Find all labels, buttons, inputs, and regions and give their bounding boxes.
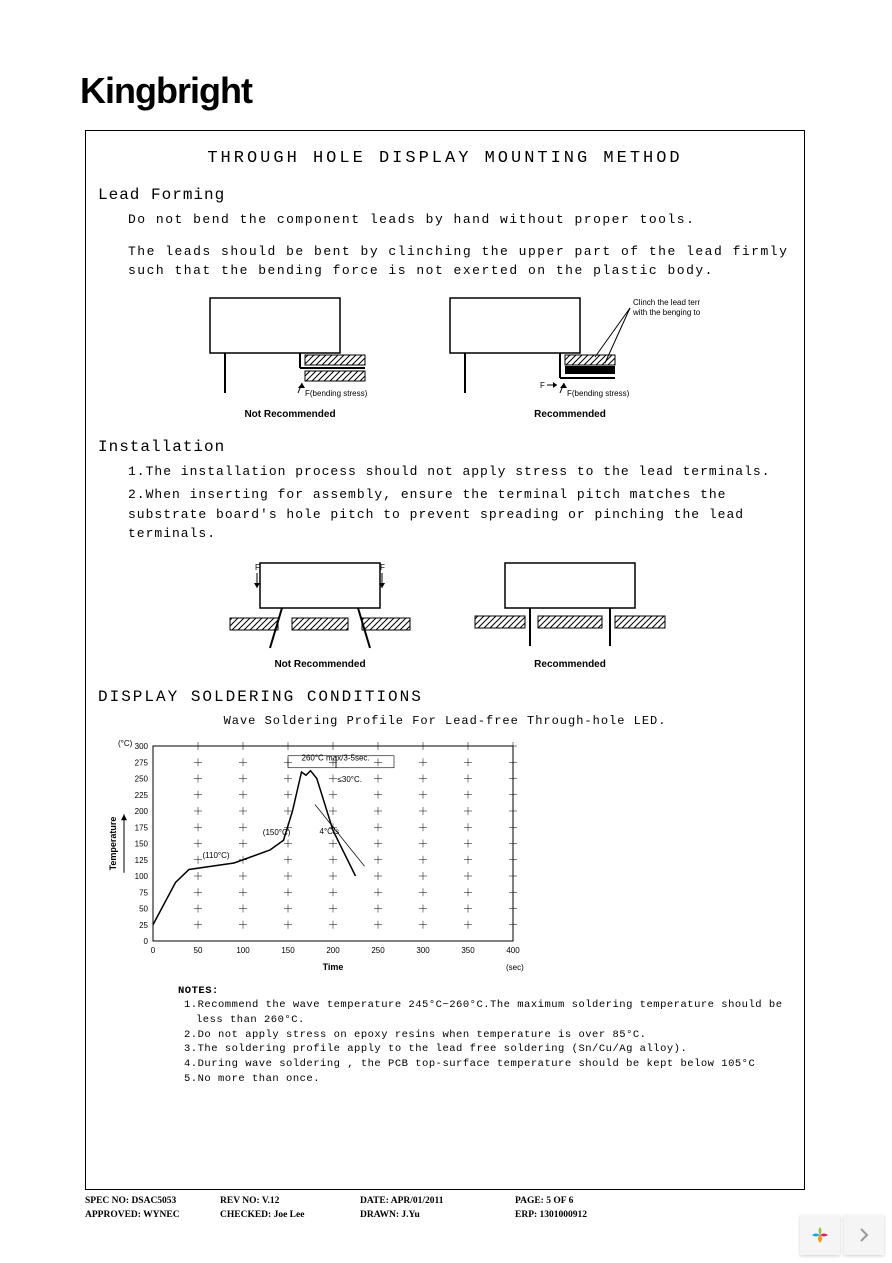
- inst1-f-right: F: [380, 563, 385, 572]
- note-4: 4.During wave soldering , the PCB top-su…: [196, 1057, 792, 1072]
- widget-next-icon[interactable]: [844, 1215, 884, 1255]
- brand-logo: Kingbright: [80, 70, 252, 112]
- corner-widget: [800, 1215, 884, 1255]
- installation-item2: 2.When inserting for assembly, ensure th…: [128, 485, 792, 544]
- svg-text:350: 350: [461, 946, 475, 955]
- svg-text:200: 200: [326, 946, 340, 955]
- footer-row-2: APPROVED: WYNEC CHECKED: Joe Lee DRAWN: …: [85, 1210, 805, 1220]
- inst1-caption: Not Recommended: [220, 659, 420, 670]
- footer-page: PAGE: 5 OF 6: [515, 1196, 655, 1206]
- footer-rev-no: REV NO: V.12: [220, 1196, 360, 1206]
- svg-text:250: 250: [371, 946, 385, 955]
- svg-text:200: 200: [135, 807, 149, 816]
- lead-forming-heading: Lead Forming: [98, 186, 792, 204]
- lf1-caption: Not Recommended: [190, 409, 390, 420]
- svg-text:Time: Time: [323, 962, 344, 972]
- svg-text:100: 100: [236, 946, 250, 955]
- svg-text:(°C): (°C): [118, 739, 133, 748]
- svg-text:250: 250: [135, 774, 149, 783]
- svg-text:0: 0: [151, 946, 156, 955]
- svg-text:275: 275: [135, 758, 149, 767]
- footer: SPEC NO: DSAC5053 REV NO: V.12 DATE: APR…: [85, 1196, 805, 1224]
- inst2-caption: Recommended: [470, 659, 670, 670]
- svg-text:≤30°C.: ≤30°C.: [338, 774, 363, 783]
- svg-text:260°C max/3-5sec.: 260°C max/3-5sec.: [302, 753, 370, 762]
- svg-text:75: 75: [139, 888, 148, 897]
- content-frame: THROUGH HOLE DISPLAY MOUNTING METHOD Lea…: [85, 130, 805, 1190]
- svg-text:0: 0: [144, 937, 149, 946]
- footer-erp: ERP: 1301000912: [515, 1210, 655, 1220]
- footer-drawn: DRAWN: J.Yu: [360, 1210, 515, 1220]
- svg-text:300: 300: [135, 742, 149, 751]
- svg-text:150: 150: [281, 946, 295, 955]
- footer-checked: CHECKED: Joe Lee: [220, 1210, 360, 1220]
- svg-text:225: 225: [135, 790, 149, 799]
- svg-text:Temperature: Temperature: [108, 816, 118, 870]
- inst-diagram-not-recommended: F F Not Recommended: [220, 558, 420, 670]
- lf1-stress-label: F(bending stress): [305, 389, 368, 398]
- inst-diagram-recommended: Recommended: [470, 558, 670, 670]
- lead-forming-diagrams: F(bending stress) Not Recommended: [98, 293, 792, 420]
- lf-svg-1: F(bending stress): [190, 293, 390, 403]
- soldering-heading: DISPLAY SOLDERING CONDITIONS: [98, 688, 792, 706]
- lf2-caption: Recommended: [440, 409, 700, 420]
- svg-text:(110°C): (110°C): [203, 850, 230, 859]
- note-3: 3.The soldering profile apply to the lea…: [196, 1042, 792, 1057]
- svg-text:175: 175: [135, 823, 149, 832]
- lf2-clinch-label: Clinch the lead terminal with the bengin…: [632, 298, 700, 317]
- lead-forming-p2: The leads should be bent by clinching th…: [128, 242, 792, 281]
- svg-text:50: 50: [139, 904, 148, 913]
- inst-svg-1: F F: [220, 558, 420, 653]
- main-title: THROUGH HOLE DISPLAY MOUNTING METHOD: [98, 149, 792, 168]
- inst1-f-left: F: [255, 563, 260, 572]
- svg-text:400: 400: [506, 946, 520, 955]
- installation-diagrams: F F Not Recommended: [98, 558, 792, 670]
- svg-text:(150°C): (150°C): [263, 828, 291, 837]
- installation-heading: Installation: [98, 438, 792, 456]
- note-1: 1.Recommend the wave temperature 245°C~2…: [196, 998, 792, 1027]
- svg-text:(sec): (sec): [506, 963, 524, 972]
- svg-text:100: 100: [135, 872, 149, 881]
- soldering-chart-block: Wave Soldering Profile For Lead-free Thr…: [98, 714, 792, 976]
- lf2-f-label: F: [540, 381, 545, 390]
- lf-diagram-recommended: Clinch the lead terminal with the bengin…: [440, 293, 700, 420]
- svg-text:125: 125: [135, 855, 149, 864]
- notes-heading: NOTES:: [178, 984, 792, 999]
- lf2-stress-label: F(bending stress): [567, 389, 630, 398]
- svg-text:25: 25: [139, 920, 148, 929]
- footer-spec-no: SPEC NO: DSAC5053: [85, 1196, 220, 1206]
- svg-text:150: 150: [135, 839, 149, 848]
- note-5: 5.No more than once.: [196, 1072, 792, 1087]
- notes-block: NOTES: 1.Recommend the wave temperature …: [178, 984, 792, 1087]
- svg-text:50: 50: [194, 946, 203, 955]
- chart-title: Wave Soldering Profile For Lead-free Thr…: [98, 714, 792, 728]
- inst-svg-2: [470, 558, 670, 653]
- lf-diagram-not-recommended: F(bending stress) Not Recommended: [190, 293, 390, 420]
- widget-logo-icon[interactable]: [800, 1215, 840, 1255]
- note-2: 2.Do not apply stress on epoxy resins wh…: [196, 1028, 792, 1043]
- lf-svg-2: Clinch the lead terminal with the bengin…: [440, 293, 700, 403]
- installation-item1: 1.The installation process should not ap…: [128, 462, 792, 482]
- soldering-chart: 0 50 100 150 200 250 300 350 400 0 25 50 75 100 125 150…: [98, 736, 528, 976]
- svg-text:300: 300: [416, 946, 430, 955]
- lead-forming-p1: Do not bend the component leads by hand …: [128, 210, 792, 230]
- footer-approved: APPROVED: WYNEC: [85, 1210, 220, 1220]
- svg-text:4°C/s: 4°C/s: [320, 826, 340, 835]
- footer-row-1: SPEC NO: DSAC5053 REV NO: V.12 DATE: APR…: [85, 1196, 805, 1206]
- footer-date: DATE: APR/01/2011: [360, 1196, 515, 1206]
